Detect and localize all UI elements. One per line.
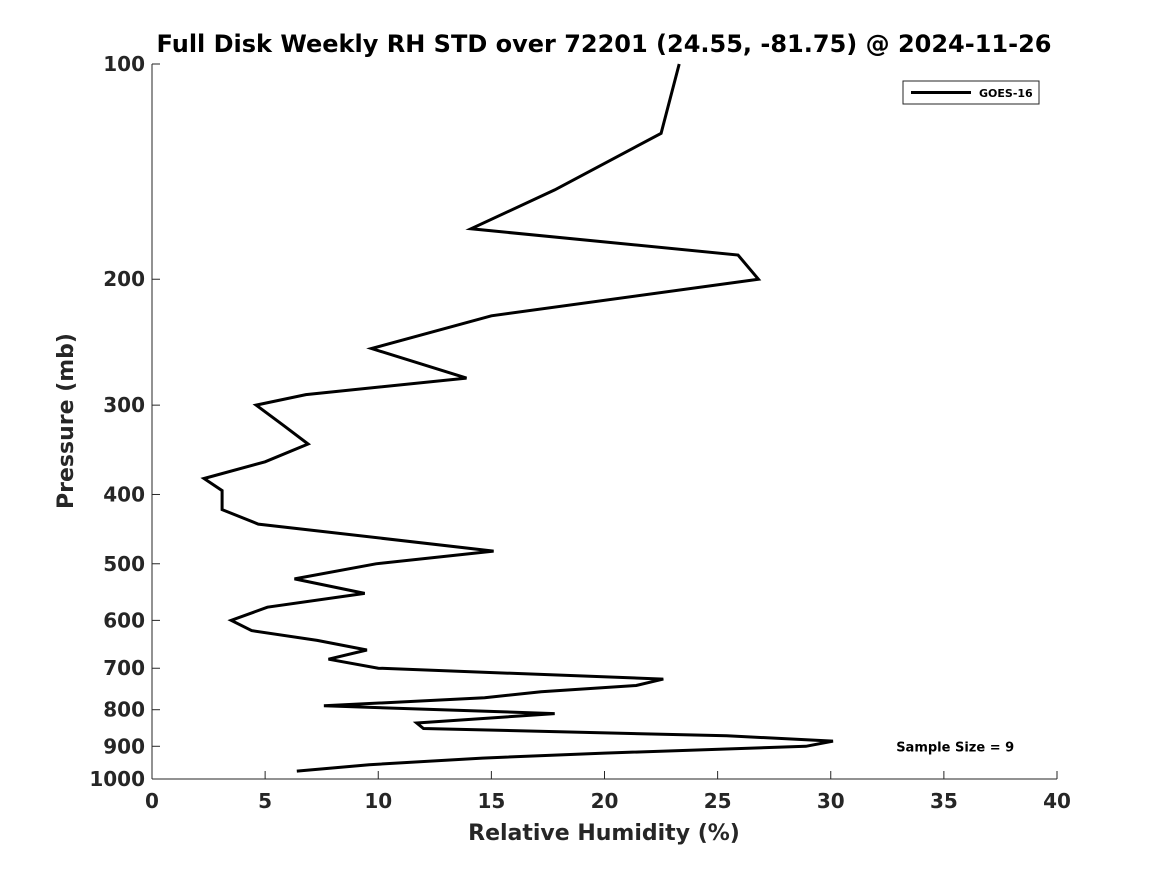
y-tick-label: 400 — [103, 482, 145, 506]
y-tick-label: 800 — [103, 698, 145, 722]
x-tick-label: 15 — [477, 789, 505, 813]
legend-label-goes-16: GOES-16 — [979, 87, 1033, 100]
x-tick-label: 20 — [591, 789, 619, 813]
y-axis-label: Pressure (mb) — [54, 333, 79, 509]
x-tick-label: 40 — [1043, 789, 1071, 813]
y-ticks: 100 200 300 400 500 600 700 800 900 1000 — [89, 52, 160, 791]
x-tick-label: 5 — [258, 789, 272, 813]
y-tick-label: 300 — [103, 393, 145, 417]
legend: GOES-16 — [903, 81, 1039, 104]
y-tick-label: 200 — [103, 267, 145, 291]
x-tick-label: 30 — [817, 789, 845, 813]
y-tick-label: 700 — [103, 656, 145, 680]
x-tick-label: 35 — [930, 789, 958, 813]
y-tick-label: 100 — [103, 52, 145, 76]
y-tick-label: 900 — [103, 734, 145, 758]
y-tick-label: 500 — [103, 552, 145, 576]
sample-size-annotation: Sample Size = 9 — [896, 740, 1014, 755]
chart: Full Disk Weekly RH STD over 72201 (24.5… — [0, 0, 1167, 875]
chart-title: Full Disk Weekly RH STD over 72201 (24.5… — [157, 30, 1052, 58]
x-tick-label: 0 — [145, 789, 159, 813]
x-tick-label: 10 — [364, 789, 392, 813]
y-tick-label: 1000 — [89, 767, 145, 791]
x-tick-label: 25 — [704, 789, 732, 813]
y-tick-label: 600 — [103, 608, 145, 632]
plot-area — [152, 64, 1057, 779]
x-axis-label: Relative Humidity (%) — [468, 821, 740, 846]
